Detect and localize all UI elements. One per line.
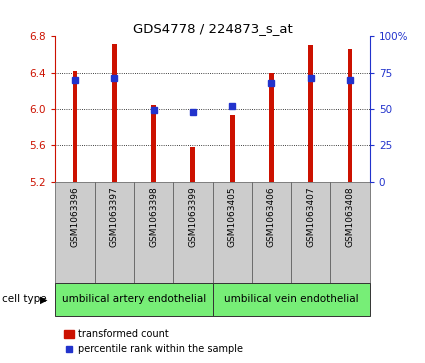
Bar [348,49,352,182]
Bar [190,147,195,182]
Bar [212,283,370,316]
Text: GSM1063405: GSM1063405 [228,187,237,247]
Bar [94,182,134,283]
Legend: transformed count, percentile rank within the sample: transformed count, percentile rank withi… [60,326,246,358]
Bar [212,182,252,283]
Text: umbilical artery endothelial: umbilical artery endothelial [62,294,206,305]
Text: GSM1063408: GSM1063408 [346,187,354,247]
Text: cell type: cell type [2,294,47,305]
Bar [173,182,212,283]
Text: ▶: ▶ [40,294,48,305]
Bar [55,283,212,316]
Bar [230,115,235,182]
Text: GSM1063398: GSM1063398 [149,187,158,247]
Bar [112,44,116,182]
Text: GSM1063399: GSM1063399 [188,187,197,247]
Text: GSM1063396: GSM1063396 [71,187,79,247]
Text: GSM1063397: GSM1063397 [110,187,119,247]
Bar [73,71,77,182]
Bar [331,182,370,283]
Text: GSM1063406: GSM1063406 [267,187,276,247]
Title: GDS4778 / 224873_s_at: GDS4778 / 224873_s_at [133,22,292,35]
Bar [269,73,274,182]
Bar [309,45,313,182]
Text: umbilical vein endothelial: umbilical vein endothelial [224,294,358,305]
Bar [291,182,331,283]
Bar [151,105,156,182]
Bar [55,182,94,283]
Bar [252,182,291,283]
Text: GSM1063407: GSM1063407 [306,187,315,247]
Bar [134,182,173,283]
